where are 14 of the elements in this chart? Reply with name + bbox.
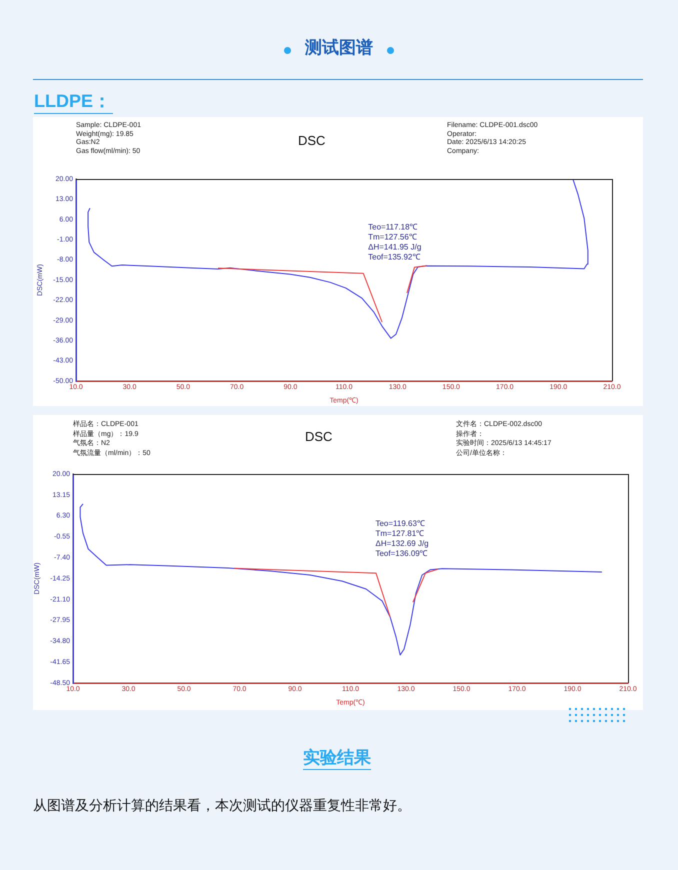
annotation: Tm=127.56℃ <box>368 232 417 242</box>
chart-title: DSC <box>298 133 326 148</box>
annotation: Teo=117.18℃ <box>368 222 418 232</box>
annotation: ΔH=132.69 J/g <box>375 539 429 548</box>
annotation: Teof=136.09℃ <box>375 549 428 558</box>
text: 实验结果 <box>303 746 371 770</box>
annotation: Teof=135.92℃ <box>368 252 420 262</box>
text: 从图谱及分析计算的结果看，本次测试的仪器重复性非常好。 <box>33 797 411 815</box>
annotation: Teo=119.63℃ <box>375 519 425 528</box>
text: 测试图谱 <box>304 37 374 59</box>
text: LLDPE： <box>34 89 114 114</box>
annotation: Tm=127.81℃ <box>375 529 424 538</box>
chart-title: DSC <box>305 429 332 444</box>
annotation: ΔH=141.95 J/g <box>368 242 422 252</box>
